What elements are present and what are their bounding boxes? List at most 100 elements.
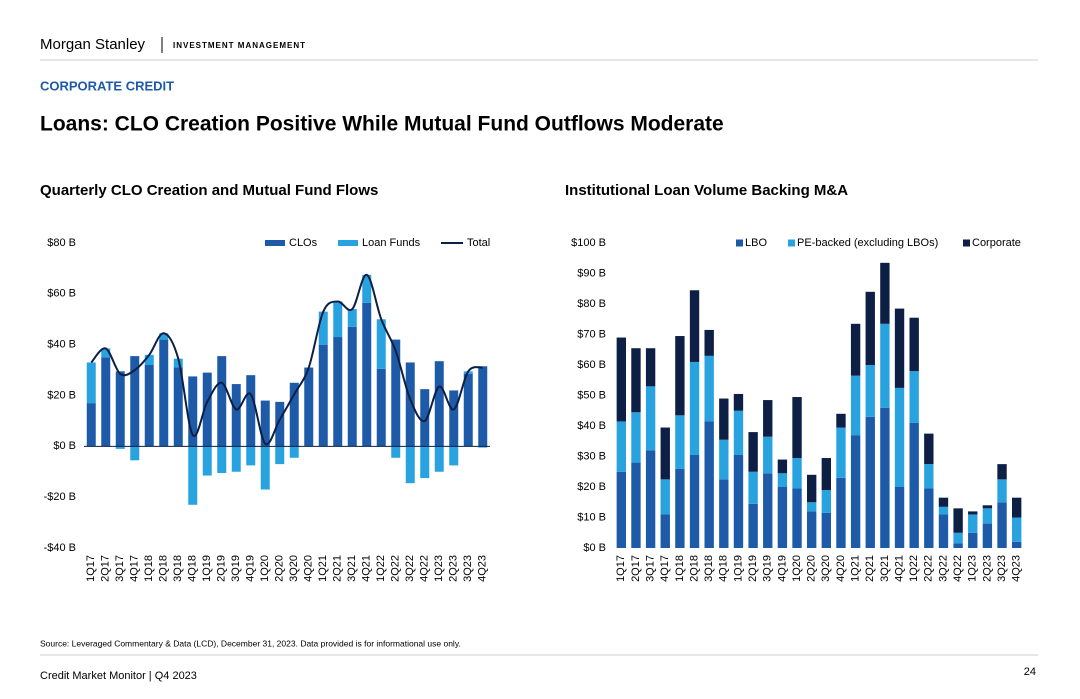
bar — [318, 344, 328, 447]
y-tick-label: $0 B — [53, 440, 76, 452]
x-tick-label: 3Q23 — [996, 555, 1008, 582]
bar — [953, 543, 963, 548]
bar — [101, 357, 111, 447]
bar — [894, 387, 905, 487]
bar — [968, 511, 978, 515]
bar — [362, 302, 372, 447]
bar — [188, 376, 198, 447]
bar — [347, 309, 357, 327]
bar — [1011, 517, 1022, 542]
bar — [202, 446, 212, 476]
legend-label: PE-backed (excluding LBOs) — [797, 237, 938, 249]
x-tick-label: 3Q20 — [288, 555, 300, 582]
bar — [660, 427, 670, 480]
bar — [391, 339, 401, 447]
chart-title: Institutional Loan Volume Backing M&A — [565, 182, 848, 199]
y-tick-label: $40 B — [47, 339, 76, 351]
brand: Morgan Stanley — [40, 36, 146, 53]
bar — [763, 400, 773, 437]
bar — [217, 356, 227, 447]
bar — [689, 290, 700, 362]
bar — [376, 319, 386, 369]
x-tick-label: 1Q20 — [259, 555, 271, 582]
y-tick-label: $20 B — [47, 389, 76, 401]
x-tick-label: 2Q18 — [688, 555, 700, 582]
bar — [748, 503, 758, 548]
bar — [144, 365, 154, 447]
x-tick-label: 2Q22 — [923, 555, 935, 582]
x-tick-label: 1Q21 — [850, 555, 862, 582]
bar — [719, 439, 729, 480]
bar — [434, 446, 444, 472]
bar — [173, 367, 183, 447]
x-tick-label: 4Q17 — [129, 555, 141, 582]
bar — [115, 371, 125, 447]
bar — [645, 450, 656, 548]
bar — [130, 446, 140, 461]
bar — [938, 514, 949, 548]
x-tick-label: 3Q17 — [645, 555, 657, 582]
bar — [86, 362, 96, 404]
bar — [631, 462, 641, 548]
x-tick-label: 3Q19 — [230, 555, 242, 582]
bar — [763, 473, 773, 548]
bar — [968, 514, 978, 533]
x-tick-label: 3Q17 — [114, 555, 126, 582]
bar — [675, 336, 685, 416]
y-tick-label: $10 B — [577, 511, 606, 523]
x-tick-label: 3Q18 — [703, 555, 715, 582]
x-tick-label: 1Q22 — [375, 555, 387, 582]
bar — [865, 291, 875, 365]
bar — [333, 301, 343, 338]
y-tick-label: $30 B — [577, 450, 606, 462]
x-tick-label: 2Q19 — [216, 555, 228, 582]
bar — [645, 348, 656, 387]
x-tick-label: 4Q20 — [303, 555, 315, 582]
bar — [938, 506, 949, 515]
bar — [836, 477, 846, 548]
bar — [938, 497, 949, 507]
y-tick-label: $80 B — [577, 298, 606, 310]
bar — [806, 502, 817, 512]
legend-swatch — [963, 239, 970, 247]
bar — [631, 348, 641, 413]
x-tick-label: 1Q21 — [317, 555, 329, 582]
bar — [763, 436, 773, 474]
bar — [850, 435, 861, 548]
bar — [660, 514, 670, 548]
bar — [997, 464, 1007, 480]
bar — [420, 389, 430, 447]
x-tick-label: 4Q23 — [1011, 555, 1023, 582]
x-tick-label: 1Q20 — [791, 555, 803, 582]
x-tick-label: 3Q19 — [762, 555, 774, 582]
legend-swatch — [736, 239, 743, 247]
legend-label: Total — [467, 237, 490, 249]
bar — [159, 333, 169, 340]
bar — [405, 362, 415, 447]
x-tick-label: 2Q20 — [274, 555, 286, 582]
bar — [836, 413, 846, 428]
y-tick-label: $0 B — [583, 542, 606, 554]
bar — [909, 422, 919, 548]
x-tick-label: 1Q19 — [732, 555, 744, 582]
y-tick-label: -$40 B — [44, 542, 76, 554]
x-tick-label: 4Q22 — [952, 555, 964, 582]
bar — [159, 339, 169, 447]
bar — [821, 512, 832, 548]
bar — [1011, 541, 1022, 548]
line — [90, 273, 484, 446]
x-tick-label: 4Q22 — [419, 555, 431, 582]
bar — [733, 410, 744, 455]
bar — [231, 446, 241, 472]
x-tick-label: 1Q18 — [674, 555, 686, 582]
bar — [289, 446, 299, 458]
bar — [173, 358, 183, 368]
x-tick-label: 1Q17 — [85, 555, 97, 582]
bar — [821, 490, 832, 513]
bar — [260, 446, 270, 490]
bar — [704, 355, 714, 422]
x-tick-label: 3Q21 — [346, 555, 358, 582]
x-tick-label: 2Q22 — [390, 555, 402, 582]
legend-swatch — [788, 239, 795, 247]
x-tick-label: 2Q19 — [747, 555, 759, 582]
